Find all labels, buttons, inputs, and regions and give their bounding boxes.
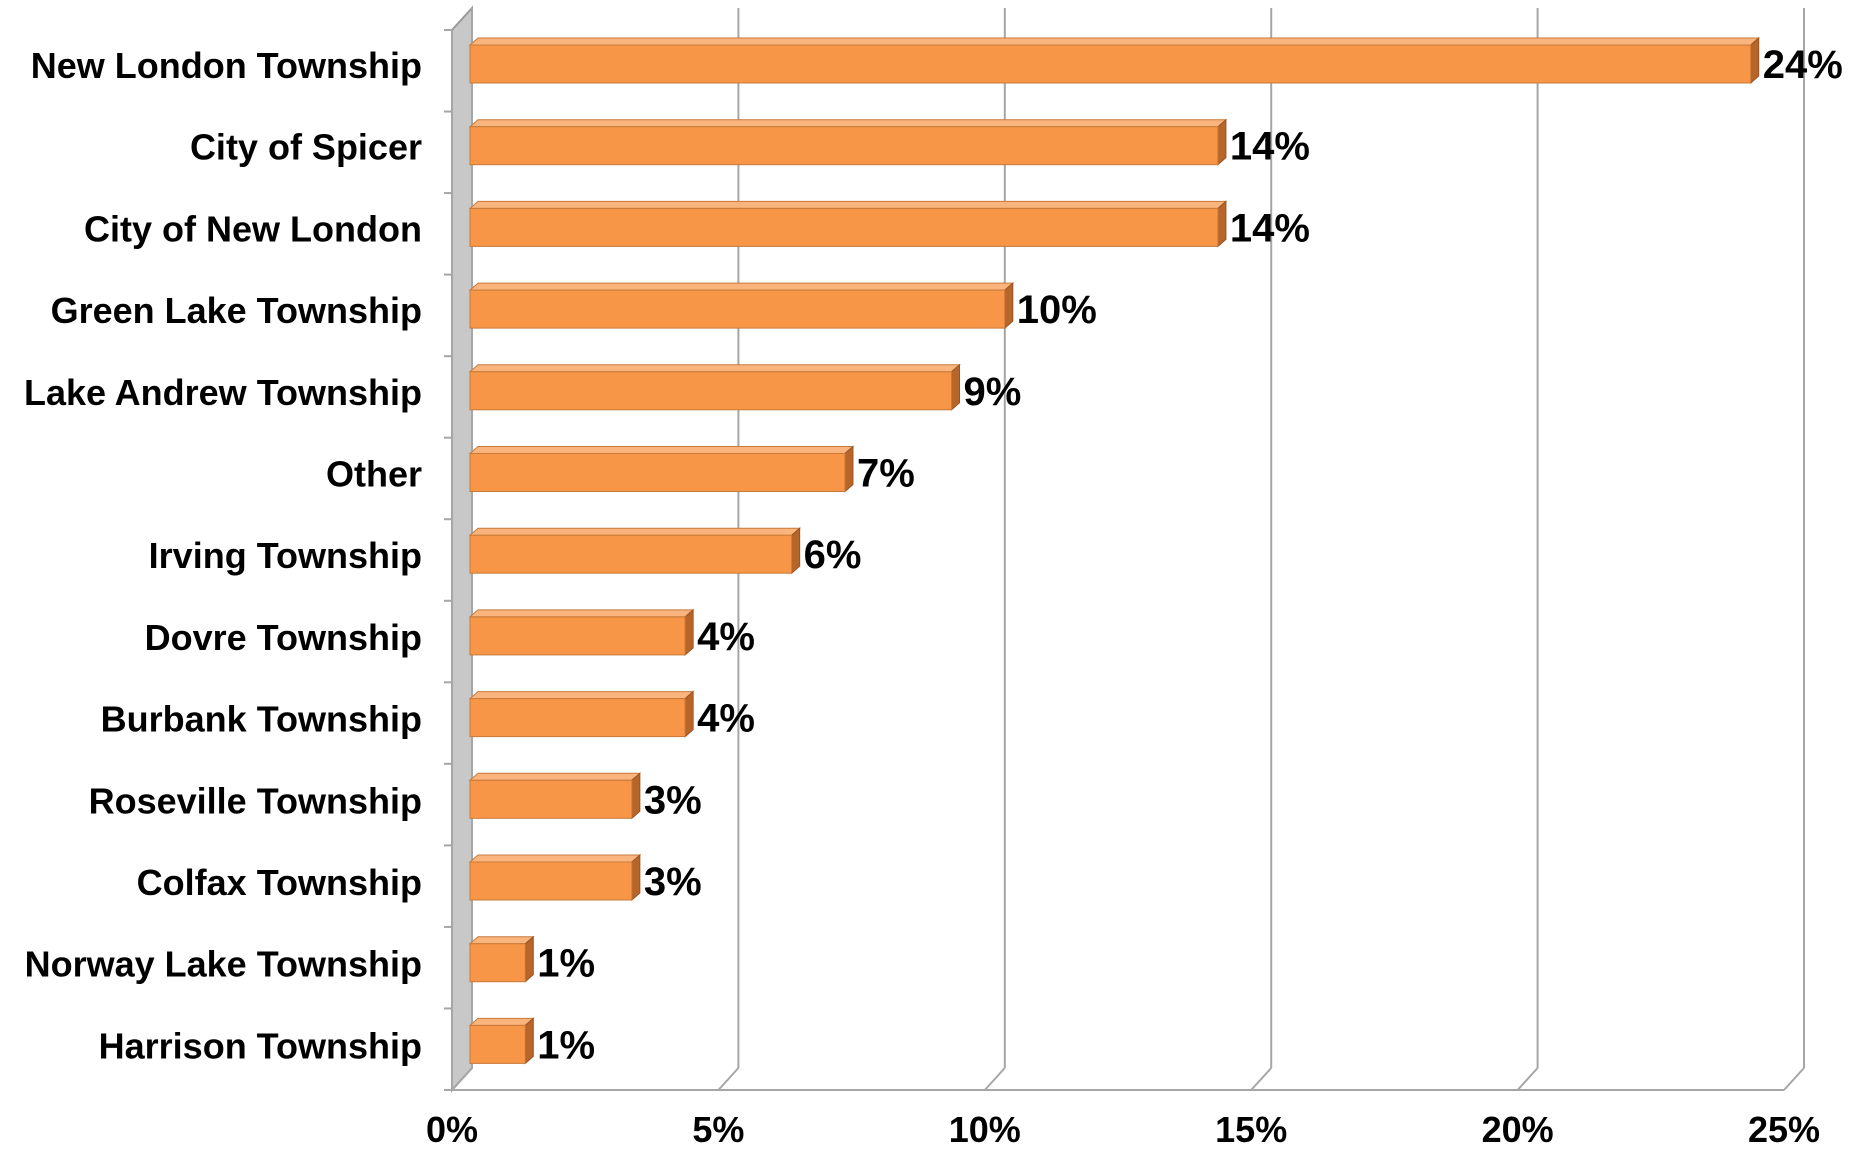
bar-side-face (1750, 36, 1760, 85)
bar-front-face (469, 861, 633, 901)
bar-top-face (468, 936, 535, 945)
value-label: 9% (964, 370, 1022, 414)
bar-6 (468, 445, 855, 493)
chart-gridlines (451, 8, 1805, 1091)
value-label: 3% (644, 860, 702, 904)
x-tick-label: 5% (692, 1109, 744, 1150)
bar-front-face (469, 453, 846, 492)
bar-side-face (524, 1017, 534, 1065)
category-label: City of New London (84, 208, 422, 249)
bar-top-face (468, 854, 642, 863)
bar-5 (468, 363, 961, 411)
bar-front-face (469, 698, 686, 738)
chart-axes (444, 29, 1784, 1091)
side-wall (451, 5, 473, 1093)
chart-walls (451, 5, 473, 1093)
category-labels: New London Township City of Spicer City of… (24, 45, 422, 1066)
bar-2 (468, 118, 1228, 166)
floor-tick (717, 1067, 740, 1091)
value-label: 1% (537, 1023, 595, 1067)
bar-10 (468, 772, 642, 820)
category-label: Lake Andrew Township (24, 372, 422, 413)
bar-11 (468, 853, 642, 902)
bar-front-face (469, 616, 686, 656)
category-label: Harrison Township (99, 1025, 422, 1066)
floor-tick (984, 1067, 1006, 1091)
floor-tick (1783, 1067, 1805, 1091)
bar-side-face (684, 608, 694, 657)
bar-4 (468, 281, 1015, 330)
bar-front-face (469, 943, 526, 983)
bar-side-face (631, 853, 641, 902)
bar-front-face (469, 534, 793, 574)
bar-side-face (1217, 200, 1227, 248)
bar-9 (468, 690, 695, 738)
bar-top-face (468, 772, 642, 781)
value-label: 6% (804, 533, 862, 577)
bar-side-face (684, 690, 694, 738)
x-tick-label: 25% (1748, 1109, 1820, 1150)
bar-side-face (791, 527, 801, 575)
bar-12 (468, 935, 535, 983)
category-label: Green Lake Township (51, 290, 422, 331)
bar-8 (468, 608, 695, 657)
bar-top-face (468, 527, 802, 536)
bar-side-face (1217, 118, 1227, 166)
bar-7 (468, 527, 802, 575)
bar-side-face (524, 935, 534, 983)
bar-top-face (468, 609, 695, 618)
bar-front-face (469, 289, 1006, 329)
x-tick-label: 20% (1482, 1109, 1554, 1150)
category-label: Norway Lake Township (25, 944, 422, 985)
value-label: 3% (644, 778, 702, 822)
bar-front-face (469, 371, 953, 411)
bar-top-face (468, 37, 1761, 46)
bar-front-face (469, 126, 1219, 166)
bar-side-face (951, 363, 961, 411)
category-label: Irving Township (149, 535, 422, 576)
bar-side-face (1004, 281, 1014, 330)
value-label: 24% (1763, 43, 1843, 87)
bar-front-face (469, 207, 1219, 247)
bar-side-face (844, 445, 854, 493)
bar-top-face (468, 200, 1228, 209)
category-label: Other (326, 454, 422, 495)
floor-tick (451, 1067, 473, 1091)
bar-top-face (468, 1017, 535, 1026)
value-label: 14% (1230, 125, 1310, 169)
value-label: 1% (537, 942, 595, 986)
value-label: 7% (857, 452, 915, 496)
bar-top-face (468, 364, 961, 373)
bar-front-face (469, 779, 633, 819)
bar-3 (468, 200, 1228, 248)
floor-tick (1516, 1067, 1539, 1091)
chart-bars (468, 36, 1761, 1065)
bar-top-face (468, 691, 695, 700)
bar-side-face (631, 772, 641, 820)
bar-1 (468, 36, 1761, 85)
floor-tick (1250, 1067, 1272, 1091)
bar-top-face (468, 446, 855, 454)
category-label: Burbank Township (101, 699, 422, 740)
bar-front-face (469, 44, 1752, 84)
category-label: New London Township (31, 45, 422, 86)
bar-front-face (469, 1024, 526, 1064)
x-tick-labels: 0% 5% 10% 15% 20% 25% (426, 1109, 1820, 1150)
bar-top-face (468, 119, 1228, 128)
x-tick-label: 0% (426, 1109, 478, 1150)
value-label: 14% (1230, 206, 1310, 250)
x-tick-label: 10% (949, 1109, 1021, 1150)
bar-13 (468, 1017, 535, 1065)
value-label: 4% (697, 697, 755, 741)
value-labels: 24% 14% 14% 10% 9% 7% 6% 4% 4% 3% 3% 1% 1% (537, 43, 1843, 1067)
category-label: City of Spicer (190, 127, 422, 168)
value-label: 4% (697, 615, 755, 659)
bar-top-face (468, 282, 1015, 291)
category-label: Dovre Township (145, 617, 422, 658)
category-label: Roseville Township (89, 780, 422, 821)
value-label: 10% (1017, 288, 1097, 332)
x-tick-label: 15% (1215, 1109, 1287, 1150)
category-label: Colfax Township (137, 862, 422, 903)
